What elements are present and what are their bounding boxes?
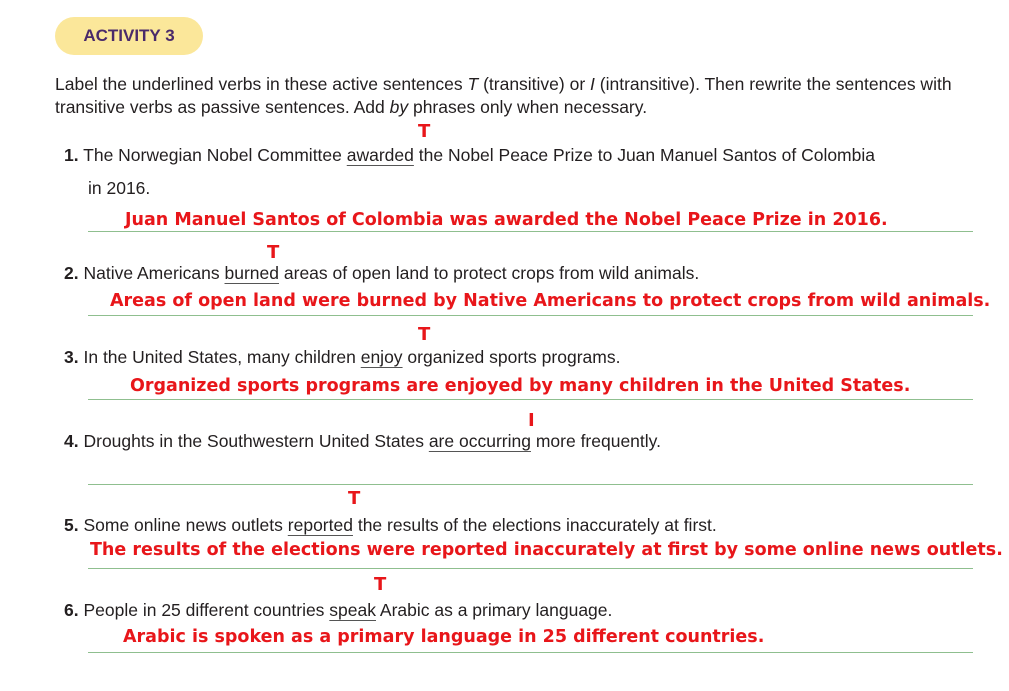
activity-badge: ACTIVITY 3 [55,17,203,55]
item-2-verb: burned [224,263,280,283]
item-1-continuation: in 2016. [88,178,151,198]
item-3-answer: Organized sports programs are enjoyed by… [130,376,911,396]
item-4-verb: are occurring [428,431,531,451]
item-2-answer: Areas of open land were burned by Native… [110,291,991,311]
item-2-sentence: 2. Native Americans burned areas of open… [64,263,700,283]
item-5-label: T [348,488,361,509]
item-2-answer-line [88,315,973,316]
item-1-label: T [418,121,431,142]
item-2-label: T [267,242,280,263]
item-4-label: I [528,410,535,431]
item-3-verb: enjoy [360,347,403,367]
item-6-answer: Arabic is spoken as a primary language i… [123,627,765,647]
item-4-sentence: 4. Droughts in the Southwestern United S… [64,431,661,451]
item-6-verb: speak [329,600,376,620]
item-6-answer-line [88,652,973,653]
item-6-sentence: 6. People in 25 different countries spea… [64,600,613,620]
item-1-answer-line [88,231,973,232]
item-1-answer: Juan Manuel Santos of Colombia was award… [125,210,888,230]
item-6-label: T [374,574,387,595]
item-5-sentence: 5. Some online news outlets reported the… [64,515,717,535]
item-5-verb: reported [287,515,353,535]
instructions: Label the underlined verbs in these acti… [55,74,952,117]
item-5-answer: The results of the elections were report… [90,540,1003,560]
item-3-label: T [418,324,431,345]
item-5-answer-line [88,568,973,569]
item-1-sentence: 1. The Norwegian Nobel Committee awarded… [64,145,875,165]
item-3-sentence: 3. In the United States, many children e… [64,347,621,367]
item-4-answer-line [88,484,973,485]
item-3-answer-line [88,399,973,400]
item-1-verb: awarded [346,145,414,165]
